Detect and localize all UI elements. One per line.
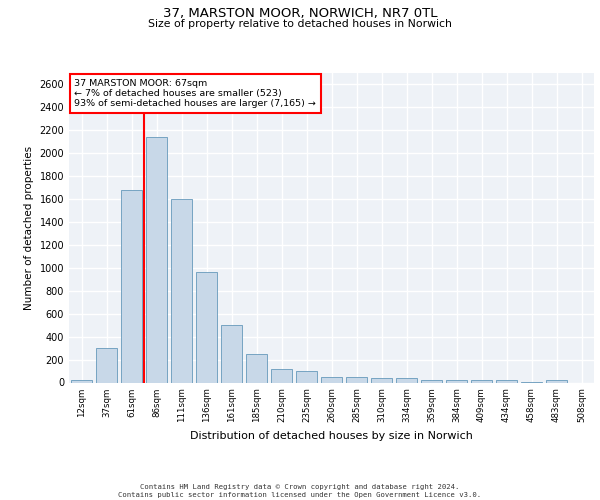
Text: 37, MARSTON MOOR, NORWICH, NR7 0TL: 37, MARSTON MOOR, NORWICH, NR7 0TL	[163, 8, 437, 20]
Bar	[371, 378, 392, 382]
Bar	[396, 378, 417, 382]
Bar	[71, 380, 92, 382]
Bar	[271, 368, 292, 382]
Bar	[446, 380, 467, 382]
Text: Contains HM Land Registry data © Crown copyright and database right 2024.
Contai: Contains HM Land Registry data © Crown c…	[118, 484, 482, 498]
Bar	[496, 380, 517, 382]
Text: Size of property relative to detached houses in Norwich: Size of property relative to detached ho…	[148, 19, 452, 29]
Bar	[246, 354, 267, 382]
Bar	[146, 137, 167, 382]
Text: 37 MARSTON MOOR: 67sqm
← 7% of detached houses are smaller (523)
93% of semi-det: 37 MARSTON MOOR: 67sqm ← 7% of detached …	[74, 78, 316, 108]
Bar	[171, 200, 192, 382]
Bar	[346, 377, 367, 382]
Bar	[296, 371, 317, 382]
Bar	[471, 380, 492, 382]
Bar	[421, 380, 442, 382]
Bar	[96, 348, 117, 382]
Bar	[321, 377, 342, 382]
Bar	[196, 272, 217, 382]
Bar	[546, 380, 567, 382]
Bar	[121, 190, 142, 382]
X-axis label: Distribution of detached houses by size in Norwich: Distribution of detached houses by size …	[190, 430, 473, 440]
Bar	[221, 324, 242, 382]
Y-axis label: Number of detached properties: Number of detached properties	[24, 146, 34, 310]
